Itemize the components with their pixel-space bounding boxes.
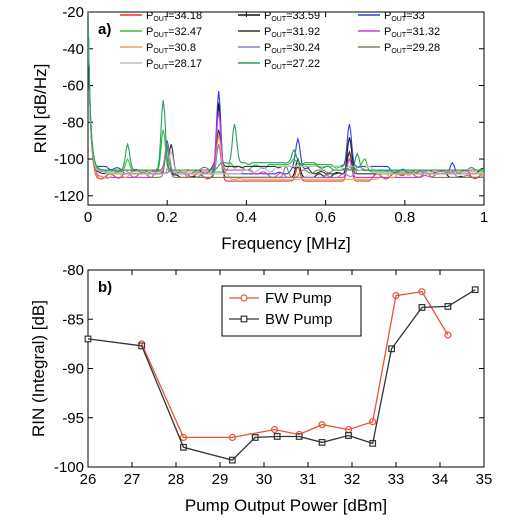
legend-subscript: OUT <box>271 16 287 23</box>
legend-value: =33 <box>406 10 425 22</box>
legend-entry: POUT=30.8 <box>146 42 196 55</box>
x-tick-label: 32 <box>344 471 361 488</box>
x-tick-label: 0.2 <box>157 209 178 226</box>
legend-box <box>221 285 362 337</box>
legend-prefix: P <box>384 42 391 54</box>
y-axis-label: RIN (Integral) [dB] <box>29 300 48 437</box>
rin-integral-chart: 26 27 28 29 30 31 32 33 34 35 -80 -85 -90 -95 -100 Pump… <box>29 262 492 515</box>
series-line <box>87 289 476 461</box>
legend-entry: POUT=28.17 <box>146 58 202 71</box>
legend-subscript: OUT <box>153 32 169 39</box>
x-tick-label: 27 <box>124 471 141 488</box>
legend-value: =27.22 <box>286 58 320 70</box>
legend-prefix: P <box>146 58 153 70</box>
legend-subscript: OUT <box>391 32 407 39</box>
legend-prefix: P <box>264 58 271 70</box>
legend-value: =30.24 <box>286 42 320 54</box>
spectrum-lines <box>88 12 484 182</box>
series-line <box>88 12 484 180</box>
legend-subscript: OUT <box>271 64 287 71</box>
legend-value: =28.17 <box>168 58 202 70</box>
legend-entry: POUT=33.59 <box>264 10 320 23</box>
y-tick-label: -120 <box>54 188 84 205</box>
y-tick-label: -100 <box>54 151 84 168</box>
legend-value: =29.28 <box>406 42 440 54</box>
x-tick-label: 33 <box>388 471 405 488</box>
y-tick-label: -20 <box>62 4 84 21</box>
legend-value: =33.59 <box>286 10 320 22</box>
legend-value: =32.47 <box>168 26 202 38</box>
y-tick-label: -40 <box>62 41 84 58</box>
rin-spectrum-chart: 0 0.2 0.4 0.6 0.8 1 -20 -40 -60 -80 -100 -120 Freque… <box>31 4 488 253</box>
y-tick-label: -95 <box>62 410 84 427</box>
legend-prefix: P <box>264 10 271 22</box>
legend-entry: POUT=29.28 <box>384 42 440 55</box>
y-tick-label: -85 <box>62 311 84 328</box>
x-tick-label: 0.8 <box>394 209 415 226</box>
legend-subscript: OUT <box>153 48 169 55</box>
series-line <box>141 290 449 439</box>
legend-prefix: P <box>146 10 153 22</box>
legend-entry: POUT=33 <box>384 10 425 23</box>
y-tick-label: -60 <box>62 78 84 95</box>
legend-entry: POUT=34.18 <box>146 10 202 23</box>
x-axis-label: Frequency [MHz] <box>221 234 350 253</box>
legend-prefix: P <box>384 26 391 38</box>
legend-marker <box>240 315 248 323</box>
legend-subscript: OUT <box>391 16 407 23</box>
x-tick-label: 0.4 <box>236 209 257 226</box>
legend-label: FW Pump <box>265 290 332 307</box>
x-tick-label: 35 <box>476 471 493 488</box>
legend-prefix: P <box>264 42 271 54</box>
x-tick-label: 31 <box>300 471 317 488</box>
data-point <box>444 331 452 339</box>
x-tick-label: 34 <box>432 471 449 488</box>
x-tick-label: 29 <box>212 471 229 488</box>
panel-label: b) <box>98 279 112 296</box>
x-axis-label: Pump Output Power [dBm] <box>185 496 387 515</box>
x-tick-label: 30 <box>256 471 273 488</box>
legend-value: =30.8 <box>168 42 196 54</box>
legend-subscript: OUT <box>391 48 407 55</box>
y-axis-label: RIN [dB/Hz] <box>31 64 50 154</box>
legend-value: =31.32 <box>406 26 440 38</box>
series-line <box>88 12 484 175</box>
x-tick-label: 0 <box>84 209 92 226</box>
legend-prefix: P <box>146 26 153 38</box>
legend-entry: POUT=31.32 <box>384 26 440 39</box>
series-line <box>88 12 484 171</box>
plot-frame <box>87 11 485 206</box>
legend-label: BW Pump <box>265 311 333 328</box>
legend-prefix: P <box>264 26 271 38</box>
legend-subscript: OUT <box>271 32 287 39</box>
legend-entry: POUT=30.24 <box>264 42 320 55</box>
legend-marker <box>240 294 248 302</box>
legend-entry: POUT=27.22 <box>264 58 320 71</box>
x-tick-label: 0.6 <box>315 209 336 226</box>
x-tick-label: 26 <box>80 471 97 488</box>
y-tick-label: -80 <box>62 262 84 279</box>
y-tick-label: -100 <box>54 459 84 476</box>
legend-subscript: OUT <box>153 16 169 23</box>
x-tick-label: 28 <box>168 471 185 488</box>
legend-entry: POUT=32.47 <box>146 26 202 39</box>
legend-entry: POUT=31.92 <box>264 26 320 39</box>
legend-prefix: P <box>384 10 391 22</box>
legend-value: =31.92 <box>286 26 320 38</box>
panel-label: a) <box>98 21 111 38</box>
x-tick-label: 1 <box>480 209 488 226</box>
legend-subscript: OUT <box>271 48 287 55</box>
y-tick-label: -80 <box>62 114 84 131</box>
legend: FW Pump BW Pump <box>221 285 362 337</box>
legend-prefix: P <box>146 42 153 54</box>
legend-subscript: OUT <box>153 64 169 71</box>
y-tick-label: -90 <box>62 361 84 378</box>
legend-value: =34.18 <box>168 10 202 22</box>
